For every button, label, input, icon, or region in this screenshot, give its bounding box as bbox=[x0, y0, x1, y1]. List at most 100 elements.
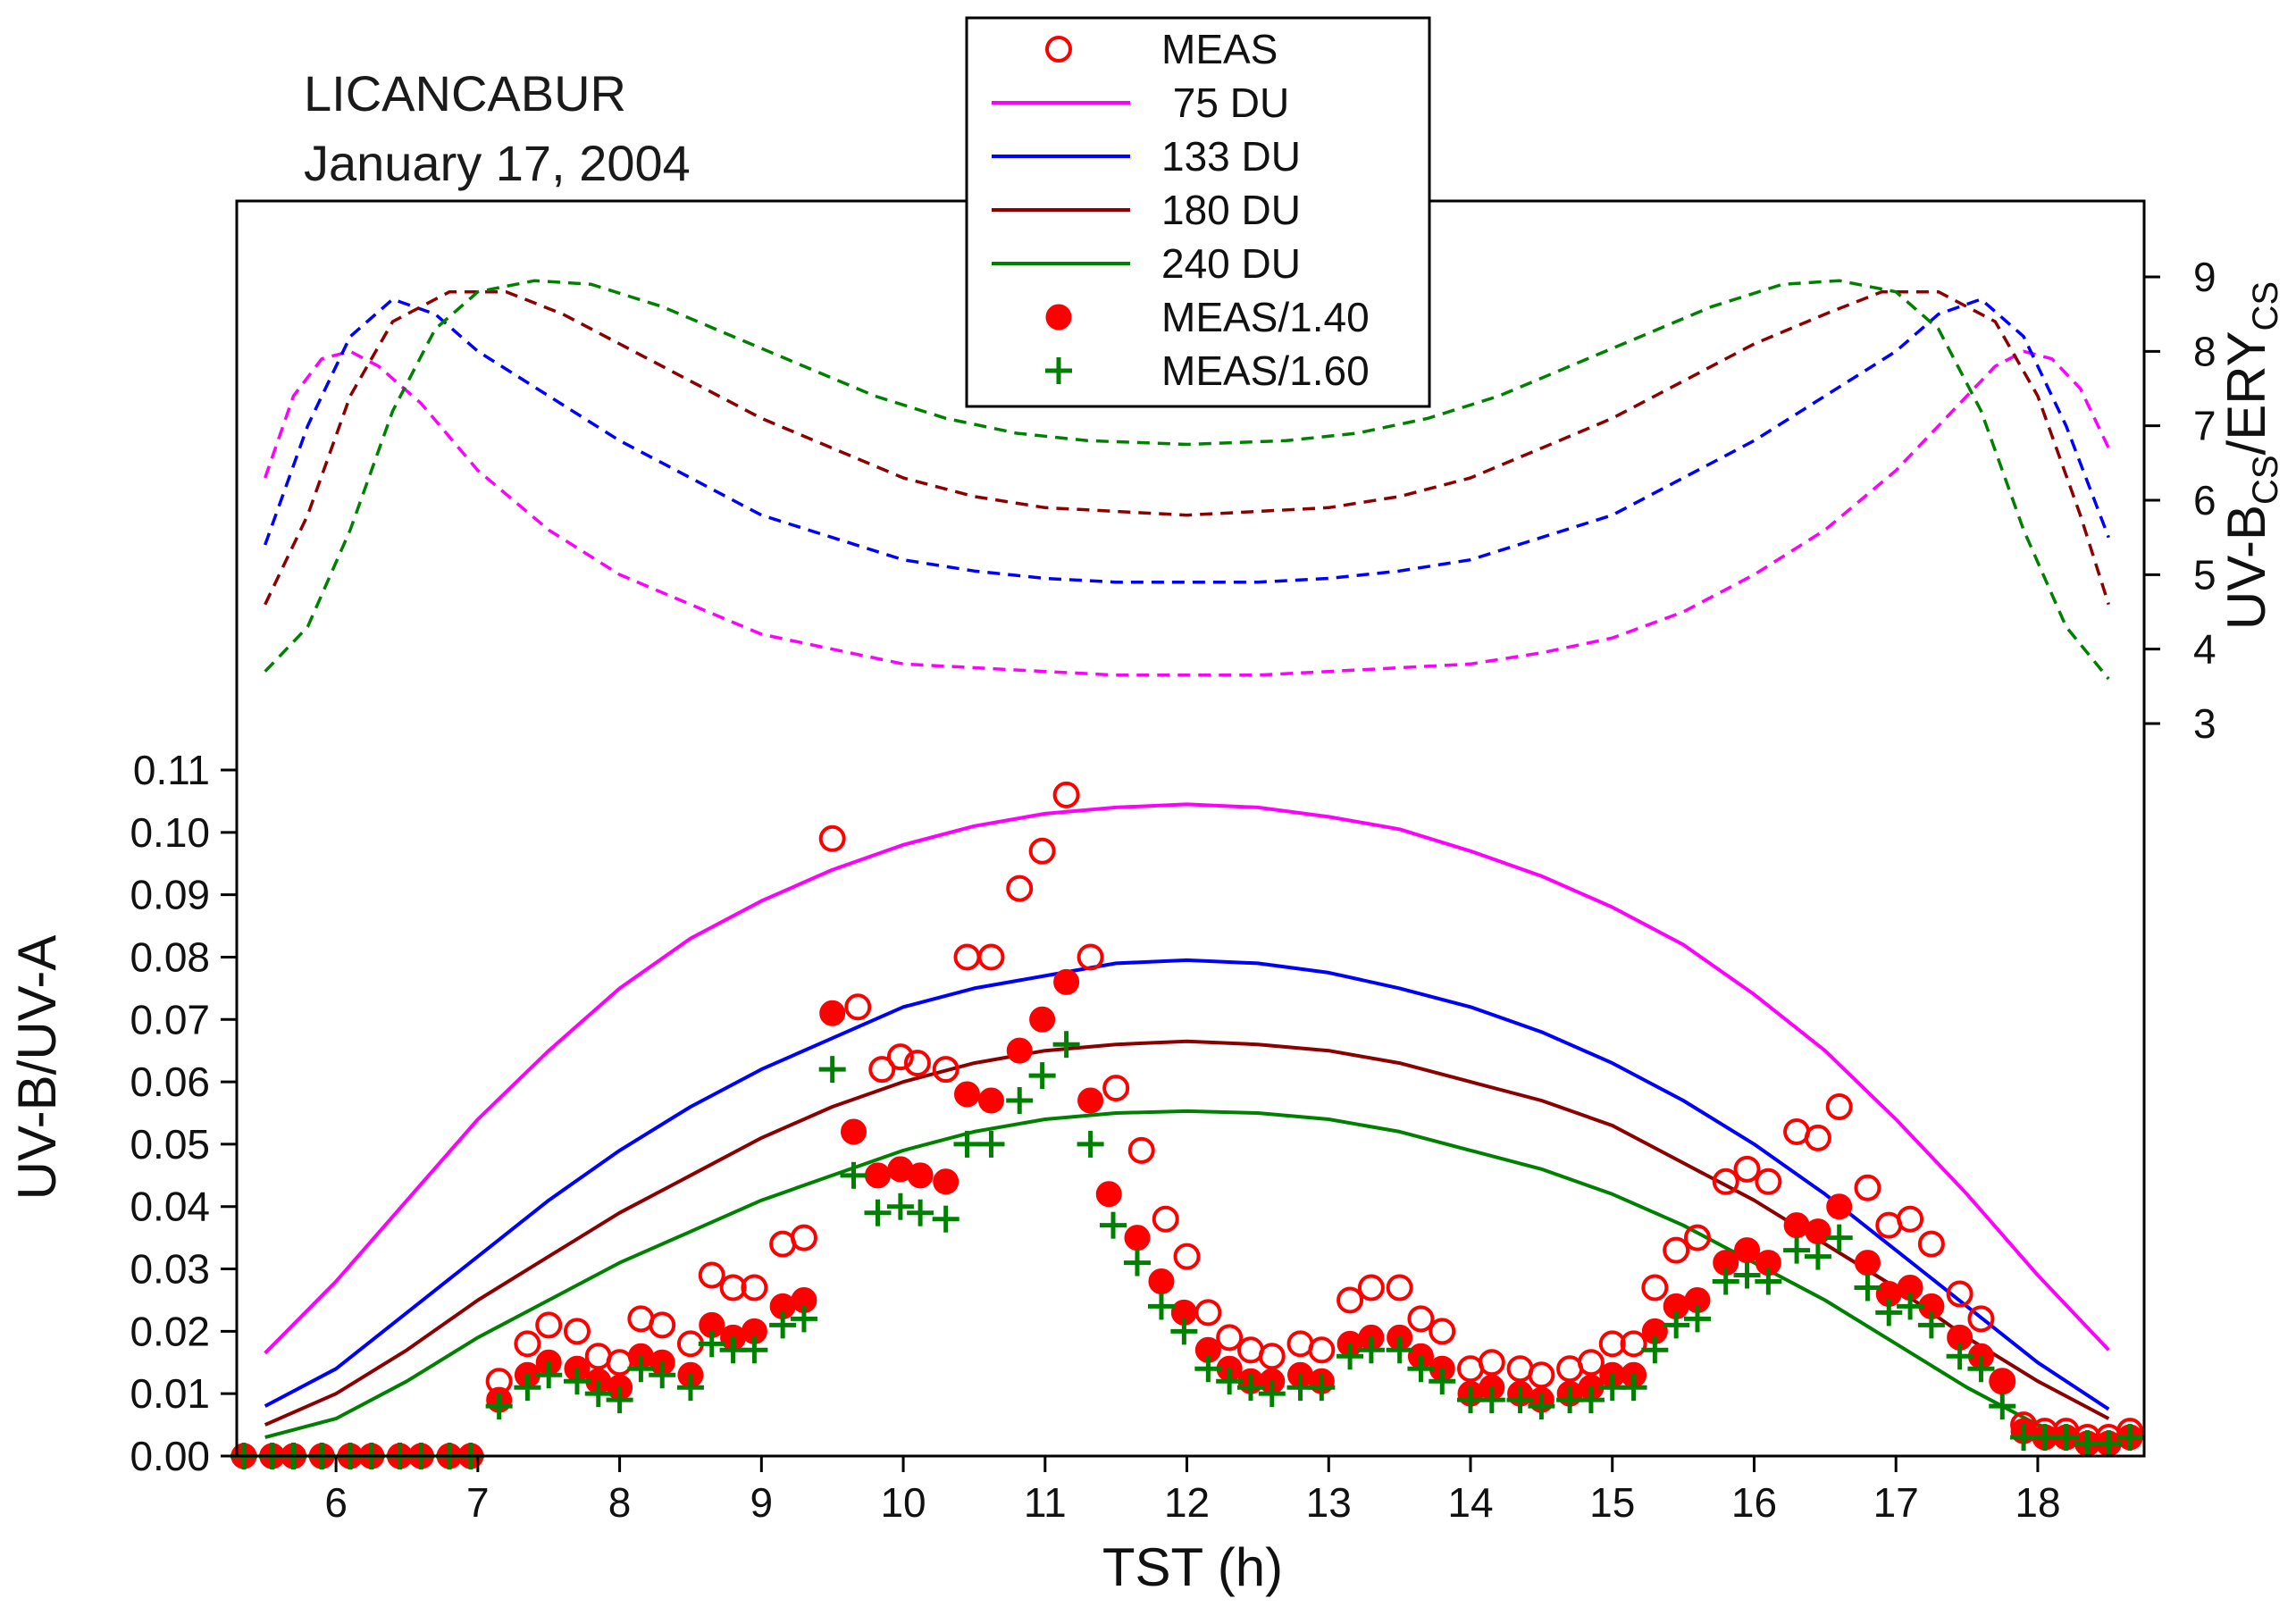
x-tick-label: 9 bbox=[750, 1479, 774, 1526]
y-left-tick-label: 0.08 bbox=[130, 933, 210, 980]
meas-point bbox=[790, 1224, 817, 1251]
meas-point bbox=[1577, 1349, 1605, 1377]
meas-point bbox=[1478, 1349, 1505, 1377]
legend-item-du75: 75 DU bbox=[992, 80, 1289, 126]
meas160-point bbox=[1236, 1374, 1264, 1402]
meas-point bbox=[1528, 1361, 1555, 1389]
y-axis-label-left: UV-B/UV-A bbox=[7, 935, 67, 1201]
x-axis-label: TST (h) bbox=[1102, 1537, 1283, 1597]
meas160-point bbox=[840, 1161, 867, 1189]
meas-point bbox=[1825, 1093, 1853, 1121]
meas-point bbox=[1804, 1124, 1831, 1151]
meas160-point bbox=[1052, 1031, 1080, 1059]
meas160-point bbox=[864, 1199, 892, 1226]
meas160-point bbox=[1854, 1274, 1881, 1302]
x-tick-label: 10 bbox=[880, 1479, 926, 1526]
meas-point bbox=[1337, 1286, 1364, 1314]
meas140-point bbox=[953, 1081, 980, 1108]
meas-point bbox=[1308, 1336, 1336, 1364]
x-tick-label: 11 bbox=[1024, 1479, 1067, 1526]
ticks-group: 6 7 8 9 10 11 12 13 14 15 16 17 18 0.00 0.01 0.02 0.03 0.… bbox=[130, 254, 2216, 1526]
meas160-point bbox=[1386, 1336, 1413, 1364]
legend: MEAS 75 DU 133 DU 180 DU 240 DU MEAS/1.40 MEA… bbox=[965, 16, 1431, 408]
y-right-tick-label: 9 bbox=[2193, 254, 2216, 300]
meas160-point bbox=[977, 1130, 1005, 1158]
meas160-point bbox=[1357, 1336, 1385, 1364]
meas160-point bbox=[627, 1355, 655, 1383]
y-axis-label-right: UV-BCS/ERYCS bbox=[2216, 281, 2285, 630]
meas160-point bbox=[2116, 1424, 2144, 1452]
meas160-point bbox=[1337, 1343, 1364, 1370]
meas140-point bbox=[1826, 1193, 1853, 1220]
legend-swatch-meas160 bbox=[1045, 357, 1072, 384]
legend-item-du133: 133 DU bbox=[992, 133, 1301, 180]
meas160-point bbox=[1946, 1343, 1973, 1370]
x-tick-label: 14 bbox=[1447, 1479, 1493, 1526]
meas160-point bbox=[790, 1305, 817, 1333]
meas-point bbox=[1357, 1274, 1385, 1302]
meas-point bbox=[1194, 1299, 1222, 1327]
legend-label-du180: 180 DU bbox=[1161, 187, 1301, 233]
chart-title-line-1: LICANCABUR bbox=[304, 65, 626, 121]
legend-item-meas140: MEAS/1.40 bbox=[1045, 294, 1370, 340]
meas160-point bbox=[1755, 1268, 1782, 1295]
meas140-point bbox=[841, 1118, 867, 1145]
y-left-tick-label: 0.05 bbox=[130, 1121, 210, 1168]
meas-point bbox=[1102, 1075, 1130, 1102]
meas160-point bbox=[1258, 1380, 1286, 1408]
legend-label-meas160: MEAS/1.60 bbox=[1161, 347, 1370, 394]
y-axis-label-right-mid: /ERY bbox=[2216, 331, 2276, 455]
meas160-point bbox=[563, 1368, 591, 1395]
meas160-point bbox=[1028, 1062, 1056, 1090]
meas140-point bbox=[819, 1000, 846, 1026]
meas160-point bbox=[1099, 1211, 1127, 1239]
y-left-tick-label: 0.00 bbox=[130, 1433, 210, 1479]
meas-point bbox=[1641, 1274, 1669, 1302]
meas140-point bbox=[1053, 968, 1080, 995]
legend-item-meas160: MEAS/1.60 bbox=[1045, 347, 1370, 394]
y-left-tick-label: 0.06 bbox=[130, 1059, 210, 1105]
y-left-tick-label: 0.10 bbox=[130, 809, 210, 856]
meas160-point bbox=[1577, 1386, 1605, 1414]
meas160-point bbox=[676, 1374, 704, 1402]
meas-point bbox=[844, 993, 872, 1021]
x-tick-label: 15 bbox=[1589, 1479, 1635, 1526]
legend-item-du240: 240 DU bbox=[992, 240, 1301, 287]
chart-title-line-2: January 17, 2004 bbox=[304, 135, 691, 191]
meas-point bbox=[535, 1311, 563, 1339]
uvb-ery-line-du180 bbox=[264, 289, 2110, 606]
y-right-tick-label: 3 bbox=[2193, 700, 2216, 747]
meas160-point bbox=[741, 1336, 768, 1364]
y-right-tick-label: 8 bbox=[2193, 328, 2216, 374]
meas140-point bbox=[977, 1087, 1004, 1114]
legend-label-meas140: MEAS/1.40 bbox=[1161, 294, 1370, 340]
meas160-point bbox=[907, 1199, 934, 1226]
y-left-tick-label: 0.01 bbox=[130, 1370, 210, 1417]
meas-point bbox=[1028, 837, 1056, 865]
meas-point bbox=[1152, 1205, 1179, 1233]
meas160-point bbox=[1077, 1130, 1104, 1158]
meas160-point bbox=[535, 1361, 563, 1389]
meas160-point bbox=[769, 1311, 797, 1339]
uvb-ery-line-du240 bbox=[264, 279, 2110, 681]
x-tick-label: 18 bbox=[2015, 1479, 2060, 1526]
meas160-point bbox=[584, 1380, 612, 1408]
meas160-point bbox=[1825, 1224, 1853, 1251]
meas160-point bbox=[1733, 1261, 1761, 1289]
meas140-point bbox=[1989, 1368, 2015, 1394]
meas160-point bbox=[485, 1393, 513, 1420]
meas140-point bbox=[1734, 1237, 1761, 1264]
ratio-line-du133 bbox=[264, 958, 2110, 1411]
meas160-point bbox=[1641, 1336, 1669, 1364]
meas160-point bbox=[1804, 1243, 1831, 1270]
meas140-point bbox=[864, 1162, 891, 1189]
y-left-tick-label: 0.07 bbox=[130, 996, 210, 1042]
meas160-point bbox=[1683, 1305, 1711, 1333]
legend-label-du240: 240 DU bbox=[1161, 240, 1301, 287]
meas-point bbox=[1733, 1155, 1761, 1183]
meas160-point bbox=[1506, 1386, 1534, 1414]
meas160-point bbox=[2052, 1424, 2080, 1452]
meas-point bbox=[903, 1050, 931, 1077]
meas160-point bbox=[1429, 1368, 1456, 1395]
